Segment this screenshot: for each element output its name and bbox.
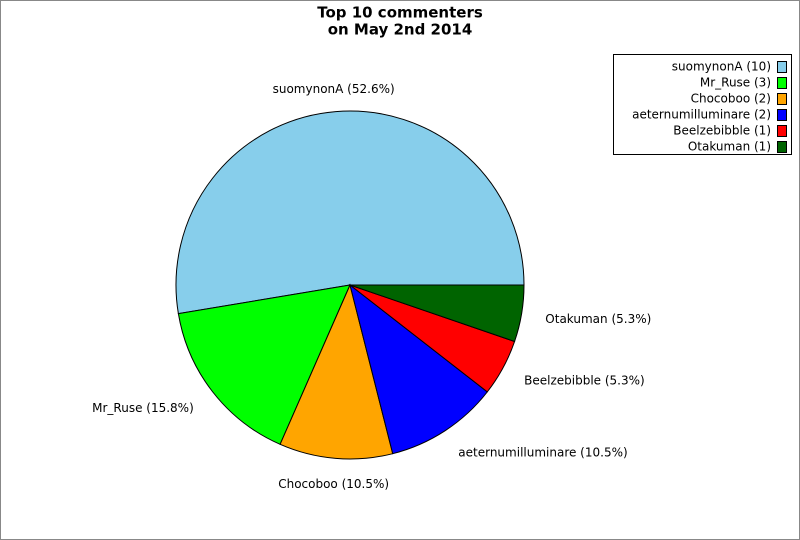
legend-swatch <box>777 61 787 73</box>
legend-box <box>613 54 792 155</box>
legend-label: Otakuman (1) <box>688 140 771 154</box>
slice-label: Beelzebibble (5.3%) <box>524 374 645 388</box>
legend-label: Beelzebibble (1) <box>673 124 771 138</box>
slice-label: Otakuman (5.3%) <box>545 312 651 326</box>
chart-title: on May 2nd 2014 <box>328 21 473 39</box>
pie-slice <box>349 284 525 343</box>
chart-title: Top 10 commenters <box>317 4 483 22</box>
legend-swatch <box>777 125 787 137</box>
legend-label: aeternumilluminare (2) <box>632 108 771 122</box>
legend-swatch <box>777 93 787 105</box>
pie-slice <box>175 110 525 315</box>
slice-label: Chocoboo (10.5%) <box>278 477 389 491</box>
slice-label: aeternumilluminare (10.5%) <box>458 445 627 459</box>
legend-swatch <box>777 141 787 153</box>
pie-slice <box>349 283 489 455</box>
pie-slice <box>177 284 351 446</box>
legend-label: suomynonA (10) <box>672 60 771 74</box>
pie-slice <box>279 283 394 460</box>
legend-swatch <box>777 77 787 89</box>
legend-swatch <box>777 109 787 121</box>
legend-label: Mr_Ruse (3) <box>700 76 771 90</box>
slice-label: Mr_Ruse (15.8%) <box>92 401 194 415</box>
slice-label: suomynonA (52.6%) <box>273 82 395 96</box>
legend-label: Chocoboo (2) <box>691 92 771 106</box>
